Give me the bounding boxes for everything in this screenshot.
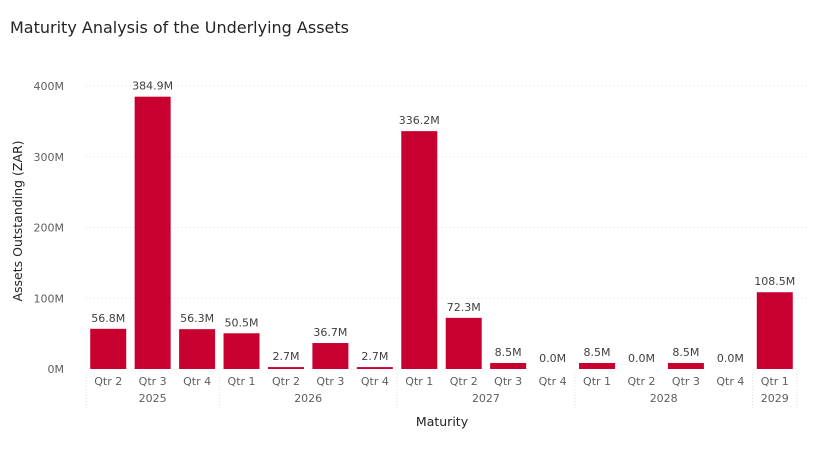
x-year-label: 2026 (294, 392, 322, 405)
bars (90, 96, 793, 369)
x-year-label: 2027 (472, 392, 500, 405)
x-tick-label: Qtr 1 (228, 375, 256, 388)
x-year-label: 2025 (139, 392, 167, 405)
data-label: 384.9M (132, 80, 173, 93)
data-label: 2.7M (361, 350, 388, 363)
x-tick-label: Qtr 3 (316, 375, 344, 388)
data-label: 0.0M (717, 352, 744, 365)
bar[interactable] (134, 96, 171, 369)
x-year-label: 2028 (650, 392, 678, 405)
bar[interactable] (445, 317, 482, 369)
data-labels: 56.8M 384.9M 56.3M 50.5M 2.7M 36.7M 2.7M 336.2M… (91, 80, 795, 365)
data-label: 8.5M (495, 346, 522, 359)
bar[interactable] (312, 343, 349, 369)
data-label: 336.2M (399, 114, 440, 127)
x-tick-label: Qtr 4 (539, 375, 567, 388)
data-label: 50.5M (225, 316, 259, 329)
data-label: 0.0M (539, 352, 566, 365)
y-tick-label: 400M (34, 80, 65, 93)
gridlines (86, 85, 809, 299)
y-tick-label: 100M (34, 292, 65, 305)
bar[interactable] (179, 329, 216, 369)
y-axis-ticks: 0M 100M 200M 300M 400M (34, 80, 65, 376)
bar[interactable] (90, 328, 127, 369)
data-label: 2.7M (272, 350, 299, 363)
x-tick-label: Qtr 4 (716, 375, 744, 388)
bar[interactable] (579, 362, 616, 369)
data-label: 0.0M (628, 352, 655, 365)
x-tick-label: Qtr 2 (272, 375, 300, 388)
x-tick-label: Qtr 1 (405, 375, 433, 388)
data-label: 72.3M (447, 301, 481, 314)
x-tick-label: Qtr 2 (627, 375, 655, 388)
x-tick-label: Qtr 3 (139, 375, 167, 388)
data-label: 36.7M (313, 326, 347, 339)
data-label: 8.5M (672, 346, 699, 359)
bar[interactable] (223, 333, 260, 369)
x-tick-label: Qtr 2 (94, 375, 122, 388)
bar[interactable] (756, 292, 793, 369)
data-label: 56.3M (180, 312, 214, 325)
x-axis-ticks: Qtr 2 Qtr 3 Qtr 4 Qtr 1 Qtr 2 Qtr 3 Qtr 4 Qtr 1… (85, 374, 798, 408)
bar[interactable] (667, 362, 704, 369)
data-label: 108.5M (754, 275, 795, 288)
y-tick-label: 0M (48, 363, 65, 376)
y-tick-label: 300M (34, 151, 65, 164)
x-tick-label: Qtr 3 (672, 375, 700, 388)
x-tick-label: Qtr 4 (361, 375, 389, 388)
y-axis-title: Assets Outstanding (ZAR) (10, 140, 25, 301)
data-label: 8.5M (584, 346, 611, 359)
x-tick-label: Qtr 1 (583, 375, 611, 388)
chart-title: Maturity Analysis of the Underlying Asse… (10, 18, 349, 37)
x-axis-title: Maturity (416, 414, 469, 429)
x-tick-label: Qtr 1 (761, 375, 789, 388)
x-tick-label: Qtr 4 (183, 375, 211, 388)
x-tick-label: Qtr 3 (494, 375, 522, 388)
data-label: 56.8M (91, 312, 125, 325)
bar[interactable] (490, 362, 527, 369)
bar[interactable] (267, 367, 304, 369)
bar[interactable] (401, 131, 438, 369)
bar[interactable] (356, 367, 393, 369)
x-tick-label: Qtr 2 (450, 375, 478, 388)
y-tick-label: 200M (34, 222, 65, 235)
x-year-label: 2029 (761, 392, 789, 405)
